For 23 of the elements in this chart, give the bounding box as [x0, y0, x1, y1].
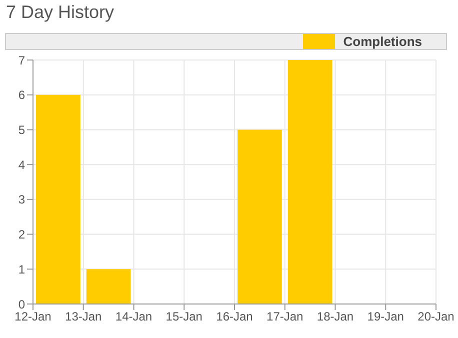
x-tick-label: 20-Jan: [418, 310, 454, 324]
x-tick-label: 16-Jan: [216, 310, 253, 324]
x-tick-label: 14-Jan: [115, 310, 152, 324]
y-tick-label: 1: [18, 262, 26, 276]
x-tick-label: 13-Jan: [65, 310, 102, 324]
x-tick-label: 19-Jan: [367, 310, 404, 324]
bar: [36, 94, 80, 304]
y-tick-label: 4: [18, 158, 26, 172]
chart-title: 7 Day History: [6, 2, 114, 23]
legend-label: Completions: [343, 34, 422, 49]
x-tick-label: 18-Jan: [316, 310, 354, 324]
x-tick-label: 17-Jan: [266, 310, 304, 324]
bar: [288, 60, 332, 304]
y-tick-label: 3: [18, 192, 26, 207]
x-tick-label: 12-Jan: [14, 310, 52, 324]
bar: [238, 130, 282, 304]
y-tick-label: 5: [18, 122, 26, 137]
y-tick-label: 2: [18, 228, 26, 242]
y-tick-label: 7: [18, 53, 26, 68]
y-tick-label: 0: [18, 297, 26, 312]
x-tick-label: 15-Jan: [166, 310, 202, 324]
bar: [86, 269, 131, 304]
y-tick-label: 6: [18, 88, 26, 102]
